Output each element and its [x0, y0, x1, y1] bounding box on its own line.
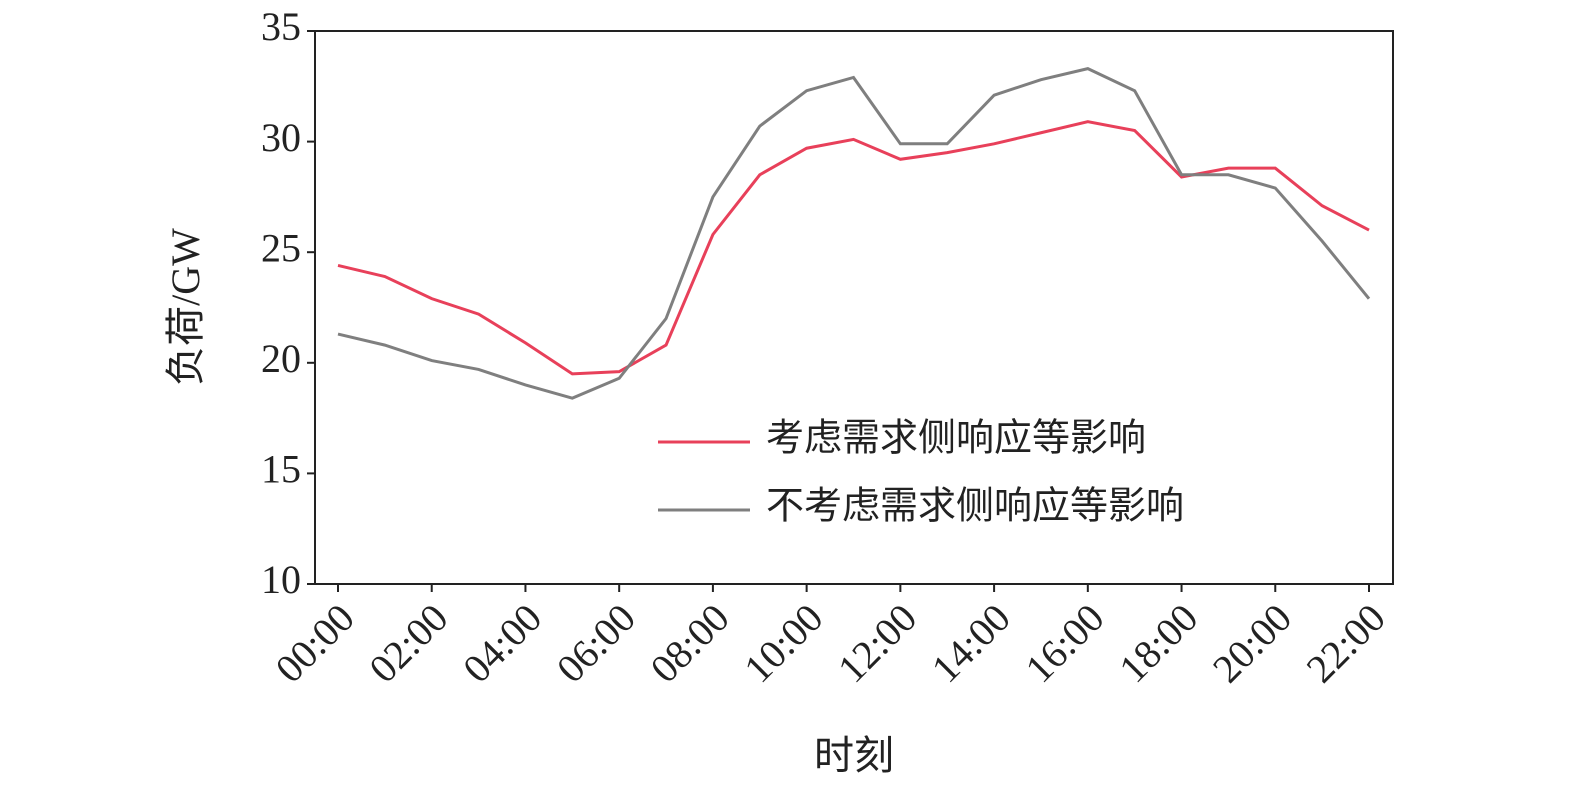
x-tick-label: 08:00: [642, 595, 738, 691]
y-tick-label: 25: [261, 225, 301, 270]
x-axis-label: 时刻: [814, 733, 894, 778]
y-tick-label: 15: [261, 447, 301, 492]
x-tick-label: 22:00: [1298, 595, 1394, 691]
x-tick-label: 00:00: [267, 595, 363, 691]
y-tick-label: 10: [261, 557, 301, 602]
legend-label: 考虑需求侧响应等影响: [766, 418, 1146, 460]
x-tick-label: 20:00: [1204, 595, 1300, 691]
legend-label: 不考虑需求侧响应等影响: [766, 486, 1184, 528]
y-axis-label: 负荷/GW: [163, 228, 208, 386]
series-line: [337, 120, 1370, 376]
x-tick-label: 06:00: [548, 595, 644, 691]
y-tick-label: 35: [261, 4, 301, 49]
plot-frame: [314, 30, 1394, 585]
series-line: [337, 67, 1371, 400]
x-tick-label: 02:00: [360, 595, 456, 691]
x-tick-label: 12:00: [829, 595, 925, 691]
x-tick-label: 16:00: [1016, 595, 1112, 691]
x-tick-label: 04:00: [454, 595, 550, 691]
x-tick-label: 18:00: [1110, 595, 1206, 691]
x-tick-label: 14:00: [923, 595, 1019, 691]
y-tick-label: 30: [261, 115, 301, 160]
x-tick-label: 10:00: [735, 595, 831, 691]
y-tick-label: 20: [261, 336, 301, 381]
